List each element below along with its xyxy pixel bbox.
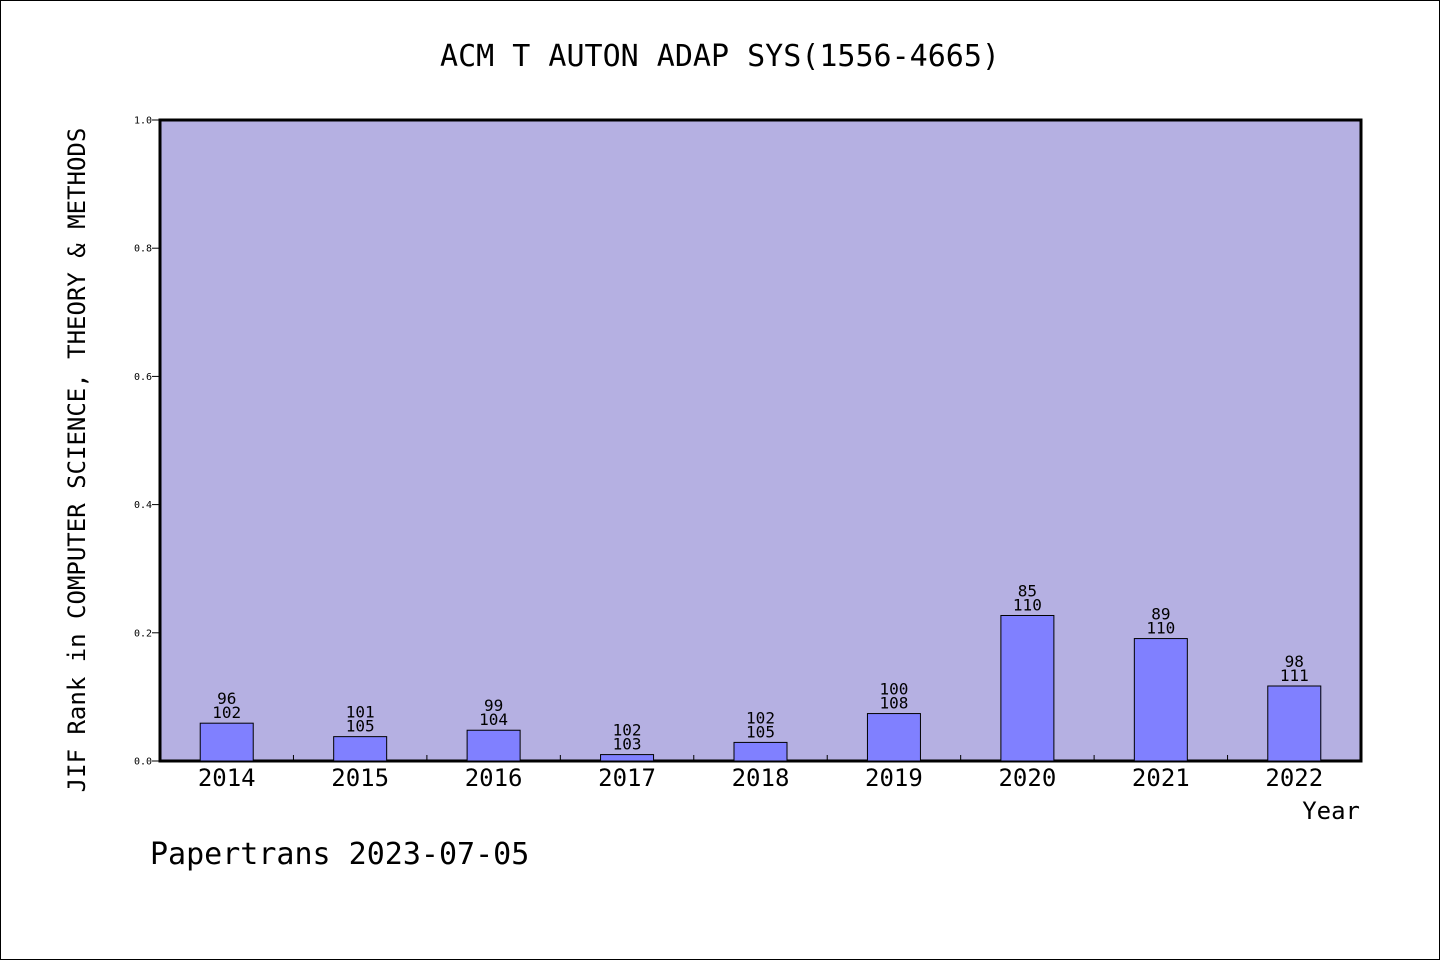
- x-axis: 2014 2015 2016 2017 2018 2019 2020 2021 2022: [198, 755, 1323, 792]
- bar-total-label: 108: [879, 694, 908, 713]
- y-tick-label: 1.0: [134, 116, 152, 127]
- bar-total-label: 110: [1146, 619, 1175, 638]
- bar-rank-label: 100: [879, 680, 908, 699]
- y-tick-label: 0.8: [134, 244, 152, 255]
- bar-total-label: 103: [613, 735, 642, 754]
- bar-2020: [1000, 614, 1055, 762]
- x-tick-label: 2020: [998, 764, 1056, 792]
- bar-rank-label: 99: [484, 696, 503, 715]
- x-tick-label: 2018: [732, 764, 790, 792]
- bar-2022: [1267, 685, 1322, 762]
- bar-rank-label: 102: [746, 708, 775, 727]
- bar-2015: [333, 736, 388, 762]
- x-tick-label: 2021: [1132, 764, 1190, 792]
- bar-rank-label: 101: [346, 703, 375, 722]
- bar-2018: [733, 741, 788, 762]
- x-tick-label: 2015: [331, 764, 389, 792]
- bar-2017: [600, 754, 655, 762]
- bar-rank-label: 102: [613, 721, 642, 740]
- x-axis-label: Year: [1302, 797, 1360, 825]
- bar-rank-label: 96: [217, 689, 236, 708]
- y-tick-label: 0.0: [134, 757, 152, 768]
- bar-rank-label: 85: [1018, 581, 1037, 600]
- y-tick-label: 0.6: [134, 372, 152, 383]
- bar-total-label: 102: [212, 703, 241, 722]
- bar-total-label: 104: [479, 710, 508, 729]
- bar-2019: [866, 713, 921, 762]
- x-tick-label: 2022: [1265, 764, 1323, 792]
- bar-rank-label: 89: [1151, 605, 1170, 624]
- bar-total-label: 105: [746, 722, 775, 741]
- bar-rank-label: 98: [1285, 652, 1304, 671]
- bar-2014: [199, 722, 254, 762]
- bar-2021: [1133, 638, 1188, 762]
- x-tick-label: 2014: [198, 764, 256, 792]
- y-axis: 0.0 0.2 0.4 0.6 0.8 1.0: [134, 116, 160, 768]
- x-tick-label: 2016: [465, 764, 523, 792]
- x-tick-label: 2019: [865, 764, 923, 792]
- chart-title: ACM T AUTON ADAP SYS(1556-4665): [440, 39, 1000, 74]
- bar-total-label: 110: [1013, 595, 1042, 614]
- y-axis-label: JIF Rank in COMPUTER SCIENCE, THEORY & M…: [63, 128, 91, 793]
- y-tick-label: 0.2: [134, 628, 152, 639]
- y-tick-label: 0.4: [134, 500, 152, 511]
- bar-total-label: 111: [1280, 666, 1309, 685]
- footer-credit: Papertrans 2023-07-05: [150, 837, 529, 872]
- x-tick-label: 2017: [598, 764, 656, 792]
- bar-total-label: 105: [346, 717, 375, 736]
- bar-2016: [466, 729, 521, 762]
